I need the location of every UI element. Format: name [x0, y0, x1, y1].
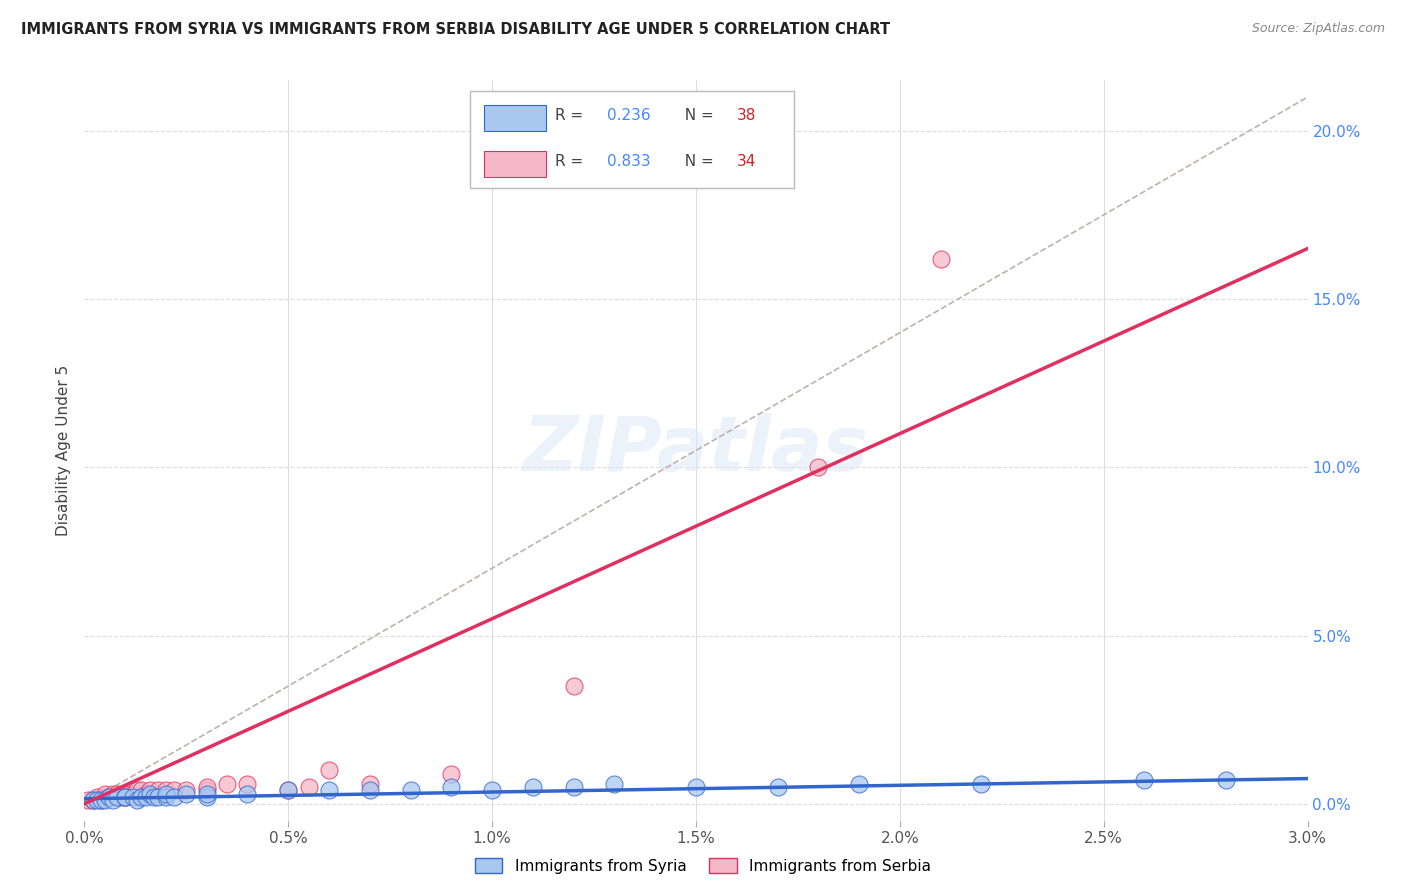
Point [146, 790, 169, 805]
Point [146, 783, 169, 797]
Point [105, 787, 128, 801]
Point [122, 787, 145, 801]
Point [359, 783, 381, 797]
Legend: Immigrants from Syria, Immigrants from Serbia: Immigrants from Syria, Immigrants from S… [468, 852, 938, 880]
Point [122, 790, 145, 805]
Point [163, 783, 186, 797]
Point [277, 783, 299, 797]
Text: 0.833: 0.833 [606, 154, 651, 169]
Point [114, 790, 136, 805]
Text: 0.236: 0.236 [606, 108, 651, 123]
Point [1215, 773, 1237, 788]
Point [685, 780, 707, 794]
Point [114, 790, 136, 805]
Point [82, 793, 104, 807]
Point [127, 793, 149, 807]
Point [236, 776, 259, 791]
Point [195, 780, 218, 794]
Point [105, 790, 128, 805]
Point [97, 790, 120, 805]
Point [155, 787, 177, 801]
Point [195, 787, 218, 801]
Point [93, 787, 117, 801]
Point [195, 783, 218, 797]
Point [440, 780, 463, 794]
Y-axis label: Disability Age Under 5: Disability Age Under 5 [56, 365, 72, 536]
Point [1133, 773, 1156, 788]
Point [603, 776, 626, 791]
Point [318, 763, 340, 777]
Point [138, 787, 160, 801]
Text: R =: R = [555, 108, 589, 123]
Point [562, 679, 585, 693]
Point [101, 787, 124, 801]
Text: IMMIGRANTS FROM SYRIA VS IMMIGRANTS FROM SERBIA DISABILITY AGE UNDER 5 CORRELATI: IMMIGRANTS FROM SYRIA VS IMMIGRANTS FROM… [21, 22, 890, 37]
Point [114, 790, 136, 805]
Point [93, 790, 117, 805]
Text: Source: ZipAtlas.com: Source: ZipAtlas.com [1251, 22, 1385, 36]
Point [155, 790, 177, 805]
Text: ZIPatlas: ZIPatlas [523, 414, 869, 487]
Point [176, 787, 198, 801]
Point [110, 790, 132, 805]
Text: R =: R = [555, 154, 589, 169]
Point [138, 783, 160, 797]
Point [135, 787, 157, 801]
Point [562, 780, 585, 794]
Point [766, 780, 789, 794]
Point [82, 793, 104, 807]
Text: 34: 34 [737, 154, 755, 169]
Point [86, 793, 108, 807]
Point [97, 790, 120, 805]
Point [142, 790, 165, 805]
Point [298, 780, 321, 794]
Point [440, 766, 463, 780]
Point [522, 780, 544, 794]
FancyBboxPatch shape [484, 104, 546, 131]
Point [90, 793, 112, 807]
Point [135, 790, 157, 805]
Point [217, 776, 239, 791]
Point [101, 793, 124, 807]
Point [481, 783, 503, 797]
Point [318, 783, 340, 797]
Point [86, 790, 108, 805]
Text: N =: N = [675, 108, 718, 123]
Point [848, 776, 870, 791]
FancyBboxPatch shape [484, 151, 546, 177]
Point [77, 793, 100, 807]
Point [127, 783, 149, 797]
Point [176, 783, 198, 797]
Point [236, 787, 259, 801]
Point [195, 790, 218, 805]
Point [93, 793, 117, 807]
Point [807, 460, 830, 475]
Point [277, 783, 299, 797]
Point [359, 776, 381, 791]
Point [155, 783, 177, 797]
Point [929, 252, 952, 266]
Point [90, 793, 112, 807]
FancyBboxPatch shape [470, 91, 794, 187]
Point [163, 790, 186, 805]
Text: 38: 38 [737, 108, 755, 123]
Point [114, 787, 136, 801]
Point [118, 787, 141, 801]
Point [131, 783, 153, 797]
Point [399, 783, 422, 797]
Point [131, 790, 153, 805]
Text: N =: N = [675, 154, 718, 169]
Point [970, 776, 993, 791]
